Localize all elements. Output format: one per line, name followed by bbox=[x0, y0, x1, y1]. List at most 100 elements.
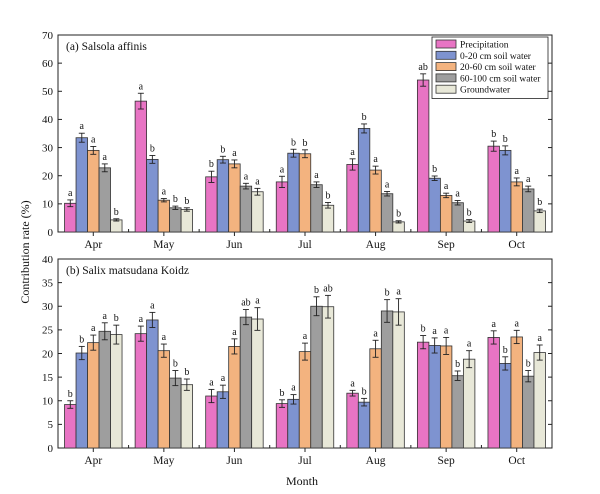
significance-label: a bbox=[537, 333, 542, 344]
significance-label: b bbox=[220, 144, 225, 155]
panel-title: (a) Salsola affinis bbox=[66, 41, 147, 53]
significance-label: b bbox=[455, 359, 460, 370]
bar bbox=[522, 375, 535, 449]
significance-label: b bbox=[114, 207, 119, 218]
significance-label: b bbox=[280, 388, 285, 399]
significance-label: ab bbox=[241, 298, 250, 309]
significance-label: a bbox=[68, 188, 73, 199]
significance-label: b bbox=[362, 112, 367, 123]
bar bbox=[321, 306, 335, 449]
y-tick-label: 30 bbox=[42, 142, 54, 154]
bar bbox=[380, 310, 394, 449]
significance-label: b bbox=[362, 386, 367, 397]
y-tick-label: 40 bbox=[42, 254, 54, 266]
bar bbox=[298, 153, 312, 233]
significance-label: b bbox=[385, 288, 390, 299]
significance-label: a bbox=[139, 314, 144, 325]
significance-label: a bbox=[103, 311, 108, 322]
bar bbox=[169, 207, 182, 233]
significance-label: a bbox=[444, 325, 449, 336]
y-tick-label: 0 bbox=[48, 443, 54, 455]
bar bbox=[75, 352, 88, 449]
x-tick-label: Jun bbox=[226, 239, 242, 251]
legend-label: 60-100 cm soil water bbox=[460, 74, 541, 84]
x-tick-label: Sep bbox=[438, 239, 456, 251]
significance-label: a bbox=[444, 181, 449, 192]
significance-label: b bbox=[326, 190, 331, 201]
significance-label: b bbox=[526, 359, 531, 370]
bar bbox=[205, 176, 218, 233]
bar bbox=[216, 159, 230, 233]
significance-label: a bbox=[280, 164, 285, 175]
x-tick-label: Sep bbox=[438, 455, 456, 467]
significance-label: a bbox=[350, 378, 355, 389]
bar bbox=[275, 403, 289, 449]
y-tick-label: 50 bbox=[42, 86, 54, 98]
bar bbox=[98, 330, 111, 449]
significance-label: a bbox=[162, 332, 167, 343]
significance-label: a bbox=[350, 147, 355, 158]
bar bbox=[462, 358, 476, 449]
bar bbox=[380, 193, 394, 233]
bar bbox=[216, 391, 230, 449]
x-tick-label: May bbox=[153, 239, 174, 251]
significance-label: b bbox=[421, 324, 426, 335]
bar bbox=[75, 137, 88, 233]
significance-label: a bbox=[232, 327, 237, 338]
bar bbox=[239, 185, 253, 233]
bar bbox=[64, 404, 77, 449]
panel-b: 0 5 10 15 20 25 30 35 40 (b) Salix matsudana Koid… bbox=[42, 254, 553, 467]
bar bbox=[357, 128, 371, 233]
significance-label: a bbox=[91, 323, 96, 334]
x-tick-label: Aug bbox=[366, 239, 386, 251]
bar bbox=[287, 152, 300, 233]
significance-label: b bbox=[114, 313, 119, 324]
bar bbox=[392, 311, 405, 449]
bar bbox=[416, 341, 430, 449]
significance-label: a bbox=[514, 166, 519, 177]
significance-label: a bbox=[103, 152, 108, 163]
bar bbox=[321, 204, 335, 233]
legend-swatch bbox=[435, 62, 457, 71]
significance-label: b bbox=[68, 389, 73, 400]
y-tick-label: 10 bbox=[42, 199, 54, 211]
bar bbox=[98, 167, 111, 233]
significance-label: a bbox=[373, 154, 378, 165]
bar bbox=[228, 163, 241, 233]
significance-label: a bbox=[455, 188, 460, 199]
bar bbox=[346, 164, 359, 233]
bar bbox=[287, 398, 300, 449]
significance-label: a bbox=[514, 318, 519, 329]
significance-label: b bbox=[314, 285, 319, 296]
significance-label: a bbox=[373, 328, 378, 339]
x-tick-label: Oct bbox=[508, 455, 525, 467]
y-tick-label: 25 bbox=[42, 325, 54, 337]
y-tick-label: 20 bbox=[42, 348, 54, 360]
y-tick-label: 10 bbox=[42, 396, 54, 408]
bar bbox=[510, 181, 523, 233]
y-tick-label: 35 bbox=[42, 277, 54, 289]
legend-label: Groundwater bbox=[460, 86, 511, 96]
bar bbox=[369, 169, 382, 233]
significance-label: a bbox=[255, 176, 260, 187]
y-tick-label: 60 bbox=[42, 58, 54, 70]
bar bbox=[346, 392, 359, 449]
bar bbox=[357, 401, 371, 449]
significance-label: ab bbox=[323, 283, 332, 294]
bar bbox=[310, 305, 323, 449]
bar bbox=[157, 199, 171, 233]
bar bbox=[439, 195, 453, 233]
y-tick-label: 70 bbox=[42, 30, 54, 42]
bar bbox=[310, 184, 323, 233]
x-tick-label: Jul bbox=[298, 239, 311, 251]
significance-label: b bbox=[150, 143, 155, 154]
x-tick-label: Apr bbox=[84, 239, 102, 251]
bar bbox=[298, 351, 312, 449]
bar bbox=[428, 177, 441, 233]
legend-label: 0-20 cm soil water bbox=[460, 52, 532, 62]
panel-a: 0 10 20 30 40 50 60 70 (a) Salsola affinis Apr May… bbox=[42, 30, 553, 251]
significance-label: a bbox=[80, 121, 85, 132]
significance-label: ab bbox=[418, 62, 427, 73]
bar bbox=[146, 158, 159, 233]
